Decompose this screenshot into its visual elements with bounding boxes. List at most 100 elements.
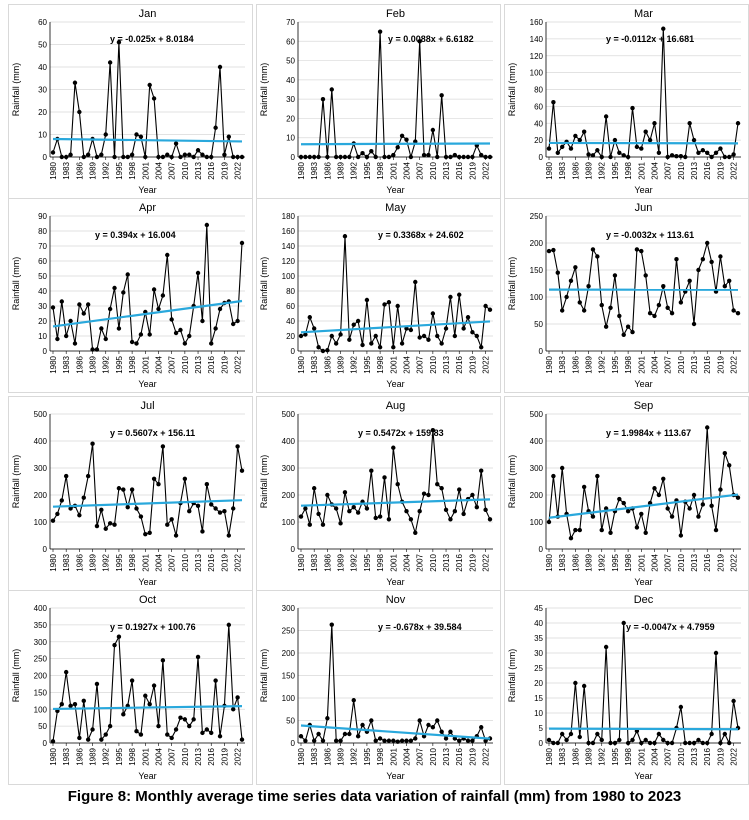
- y-tick-label: 80: [286, 287, 295, 296]
- data-point: [448, 729, 453, 734]
- y-tick-label: 350: [34, 621, 48, 630]
- data-point: [430, 127, 436, 133]
- chart-panel-mar: Mar 0 20 40 60 80 100 120 140 160 1980 1983 1986 1989…: [504, 4, 749, 199]
- series-line: [52, 224, 243, 351]
- data-point: [735, 311, 741, 316]
- data-point: [661, 26, 666, 31]
- y-tick-label: 90: [38, 212, 47, 221]
- x-tick-label: 2001: [637, 355, 646, 373]
- y-tick-label: 200: [34, 491, 48, 500]
- data-point: [479, 345, 484, 350]
- x-tick-label: 1998: [376, 553, 385, 571]
- x-tick-label: 1980: [49, 747, 58, 765]
- data-point: [696, 150, 701, 155]
- y-tick-label: 150: [530, 266, 544, 275]
- data-point: [669, 311, 675, 316]
- data-point: [50, 518, 56, 523]
- data-point: [391, 738, 396, 743]
- x-tick-label: 1995: [115, 747, 124, 765]
- data-point: [85, 473, 91, 479]
- x-tick-label: 2001: [389, 161, 398, 179]
- data-point: [718, 487, 723, 492]
- x-tick-label: 1992: [598, 553, 607, 571]
- data-point: [443, 736, 449, 741]
- data-point: [342, 731, 348, 737]
- x-tick-label: 2010: [181, 553, 190, 571]
- x-axis-label: Year: [138, 577, 156, 587]
- data-point: [586, 284, 591, 289]
- y-axis-label: Rainfall (mm): [259, 649, 269, 703]
- x-tick-label: 2010: [677, 355, 686, 373]
- data-point: [487, 154, 493, 160]
- data-point: [178, 715, 183, 720]
- y-tick-label: 120: [530, 52, 544, 61]
- data-point: [465, 154, 471, 160]
- data-point: [160, 293, 166, 298]
- data-point: [311, 326, 317, 331]
- data-point: [439, 486, 444, 491]
- data-point: [435, 333, 440, 339]
- data-point: [634, 247, 640, 252]
- data-point: [239, 240, 245, 246]
- x-tick-label: 1983: [62, 161, 71, 179]
- data-point: [568, 731, 574, 737]
- chart-title: Nov: [386, 594, 406, 606]
- y-tick-label: 10: [286, 134, 295, 143]
- data-point: [559, 308, 565, 313]
- x-tick-label: 2019: [716, 747, 725, 765]
- x-axis-label: Year: [386, 379, 404, 389]
- data-point: [603, 644, 609, 650]
- data-point: [590, 153, 596, 158]
- data-point: [138, 732, 144, 737]
- data-point: [63, 333, 69, 339]
- data-point: [568, 278, 574, 283]
- y-tick-label: 300: [34, 638, 48, 647]
- chart-title: Feb: [386, 8, 405, 20]
- x-tick-label: 1983: [62, 553, 71, 571]
- data-point: [369, 718, 374, 723]
- data-point: [303, 738, 308, 743]
- data-point: [413, 530, 418, 535]
- data-point: [621, 332, 626, 337]
- data-point: [382, 738, 387, 743]
- y-tick-label: 500: [34, 410, 48, 419]
- y-tick-label: 40: [534, 619, 543, 628]
- y-tick-label: 200: [530, 491, 544, 500]
- series-line: [548, 28, 739, 159]
- data-point: [647, 137, 653, 143]
- data-point: [72, 701, 78, 707]
- data-point: [303, 154, 308, 160]
- y-tick-label: 5: [539, 724, 544, 733]
- data-point: [577, 734, 582, 740]
- x-tick-label: 2013: [194, 553, 203, 571]
- x-axis-label: Year: [386, 185, 404, 195]
- data-point: [134, 132, 139, 137]
- x-tick-label: 2004: [402, 747, 411, 765]
- data-point: [369, 341, 374, 346]
- x-tick-label: 2013: [442, 161, 451, 179]
- x-tick-label: 2013: [690, 161, 699, 179]
- x-tick-label: 1995: [363, 161, 372, 179]
- data-point: [652, 486, 657, 491]
- data-point: [360, 342, 365, 348]
- data-point: [474, 333, 480, 339]
- chart-title: Sep: [634, 400, 654, 412]
- data-point: [222, 152, 227, 157]
- chart-svg: Dec 0 5 10 15 20 25 30 35 40 45 1980 1983 1986 1989 199…: [504, 590, 749, 785]
- data-point: [355, 318, 361, 324]
- data-point: [705, 425, 710, 430]
- x-axis-label: Year: [386, 771, 404, 781]
- data-point: [465, 315, 471, 320]
- data-point: [399, 341, 405, 346]
- y-axis-label: Rainfall (mm): [507, 63, 517, 117]
- data-point: [338, 154, 343, 160]
- x-tick-label: 2001: [389, 747, 398, 765]
- x-tick-label: 1989: [585, 747, 594, 765]
- x-tick-label: 2007: [416, 747, 425, 765]
- x-tick-label: 1989: [337, 161, 346, 179]
- data-point: [408, 154, 414, 160]
- data-point: [443, 507, 449, 513]
- x-tick-label: 1998: [624, 161, 633, 179]
- y-tick-label: 10: [38, 332, 47, 341]
- data-point: [551, 247, 556, 253]
